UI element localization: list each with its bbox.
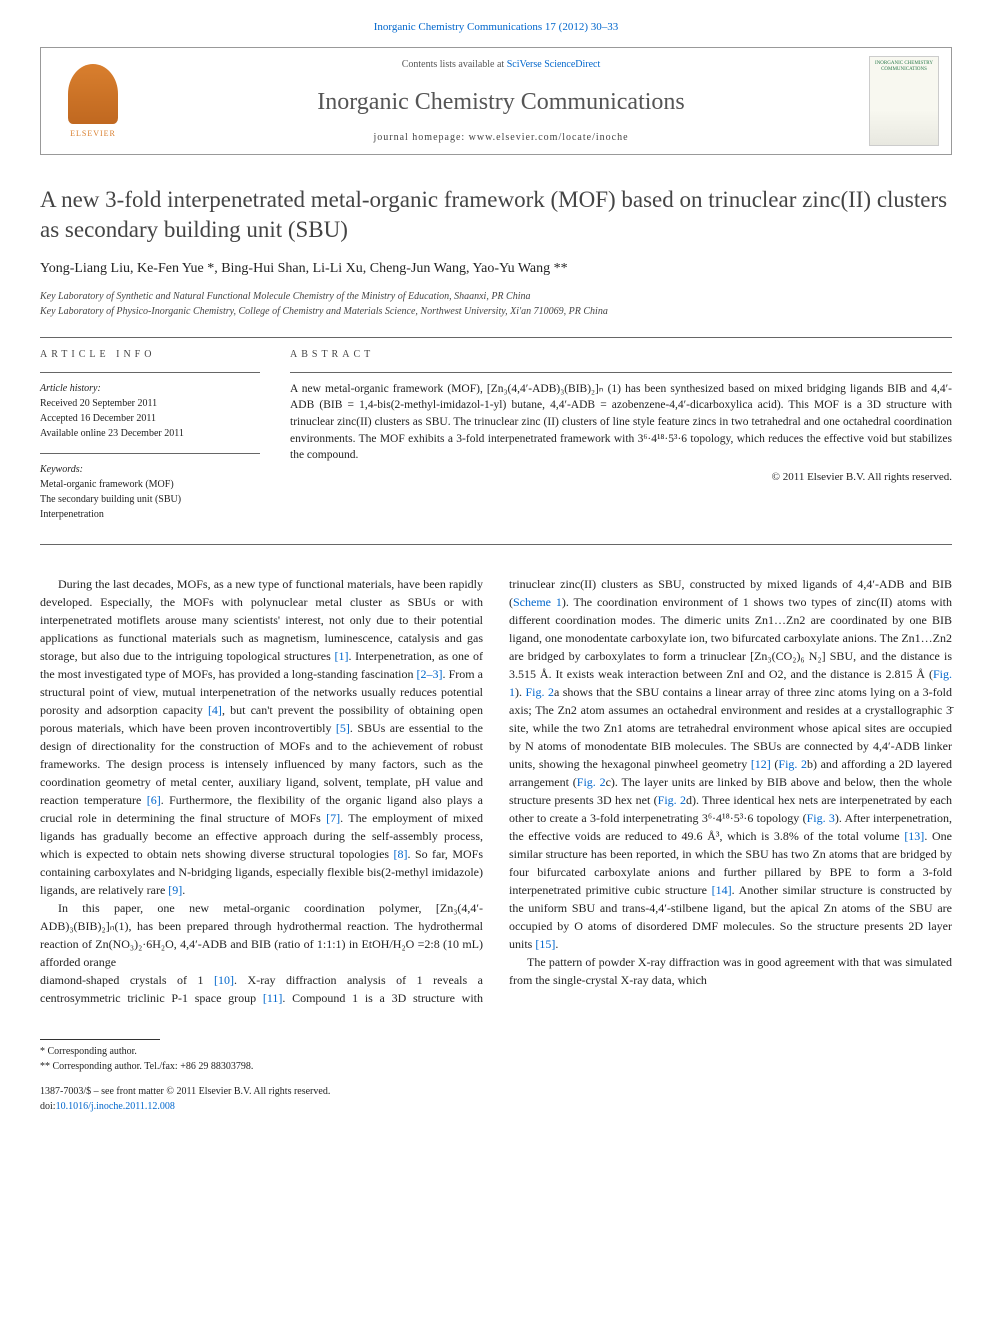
footer-rule <box>40 1039 160 1040</box>
abstract-label: abstract <box>290 348 952 362</box>
elsevier-label: ELSEVIER <box>70 128 116 139</box>
fig-link[interactable]: Fig. 2 <box>778 757 807 771</box>
keyword-1: Metal-organic framework (MOF) <box>40 477 260 492</box>
keyword-2: The secondary building unit (SBU) <box>40 492 260 507</box>
header-center: Contents lists available at SciVerse Sci… <box>133 58 869 146</box>
authors: Yong-Liang Liu, Ke-Fen Yue *, Bing-Hui S… <box>40 259 952 279</box>
abstract-text: A new metal-organic framework (MOF), [Zn… <box>290 381 952 464</box>
online-date: Available online 23 December 2011 <box>40 426 260 441</box>
affiliation-1: Key Laboratory of Synthetic and Natural … <box>40 289 952 304</box>
ref-link[interactable]: [8] <box>394 847 408 861</box>
body-span: diamond-shaped crystals of 1 <box>40 973 214 987</box>
ref-link[interactable]: [6] <box>147 793 161 807</box>
body-p2: In this paper, one new metal-organic coo… <box>40 899 483 971</box>
elsevier-logo[interactable]: ELSEVIER <box>53 56 133 146</box>
ref-link[interactable]: [13] <box>904 829 924 843</box>
article-history: Article history: Received 20 September 2… <box>40 381 260 441</box>
contents-line: Contents lists available at SciVerse Sci… <box>133 58 869 72</box>
journal-name: Inorganic Chemistry Communications <box>133 86 869 120</box>
affiliations: Key Laboratory of Synthetic and Natural … <box>40 289 952 319</box>
doi-link[interactable]: 10.1016/j.inoche.2011.12.008 <box>56 1101 175 1112</box>
keywords-block: Keywords: Metal-organic framework (MOF) … <box>40 462 260 522</box>
keywords-label: Keywords: <box>40 462 260 477</box>
body-span: ). <box>515 685 525 699</box>
ref-link[interactable]: [4] <box>208 703 222 717</box>
copyright: © 2011 Elsevier B.V. All rights reserved… <box>290 470 952 485</box>
divider <box>40 544 952 545</box>
contents-prefix: Contents lists available at <box>402 59 507 70</box>
article-info-label: article info <box>40 348 260 362</box>
fig-link[interactable]: Fig. 2 <box>525 685 553 699</box>
body-text: During the last decades, MOFs, as a new … <box>40 575 952 1007</box>
journal-citation[interactable]: Inorganic Chemistry Communications 17 (2… <box>40 20 952 35</box>
ref-link[interactable]: [11] <box>263 991 283 1005</box>
sciencedirect-link[interactable]: SciVerse ScienceDirect <box>507 59 601 70</box>
issn-line: 1387-7003/$ – see front matter © 2011 El… <box>40 1084 952 1099</box>
abstract-divider <box>290 372 952 373</box>
authors-text: Yong-Liang Liu, Ke-Fen Yue *, Bing-Hui S… <box>40 261 568 276</box>
ref-link[interactable]: [14] <box>712 883 732 897</box>
body-span: . <box>555 937 558 951</box>
received-date: Received 20 September 2011 <box>40 396 260 411</box>
ref-link[interactable]: [2–3] <box>417 667 443 681</box>
body-p1: During the last decades, MOFs, as a new … <box>40 575 483 899</box>
body-span: ). The coordination environment of 1 sho… <box>509 595 952 681</box>
ref-link[interactable]: [7] <box>326 811 340 825</box>
divider <box>40 337 952 338</box>
info-divider <box>40 453 260 454</box>
info-divider <box>40 372 260 373</box>
journal-cover-thumb[interactable]: INORGANIC CHEMISTRY COMMUNICATIONS <box>869 56 939 146</box>
affiliation-2: Key Laboratory of Physico-Inorganic Chem… <box>40 304 952 319</box>
fig-link[interactable]: Fig. 3 <box>807 811 835 825</box>
footer: * Corresponding author. ** Corresponding… <box>40 1031 952 1114</box>
doi-line: doi:10.1016/j.inoche.2011.12.008 <box>40 1099 952 1114</box>
doi-label: doi: <box>40 1101 56 1112</box>
ref-link[interactable]: [5] <box>336 721 350 735</box>
ref-link[interactable]: [9] <box>168 883 182 897</box>
scheme-link[interactable]: Scheme 1 <box>513 595 562 609</box>
history-label: Article history: <box>40 381 260 396</box>
info-abstract-row: article info Article history: Received 2… <box>40 348 952 534</box>
journal-header: ELSEVIER Contents lists available at Sci… <box>40 47 952 155</box>
elsevier-tree-icon <box>68 64 118 124</box>
body-p4: The pattern of powder X-ray diffraction … <box>509 953 952 989</box>
corresponding-2: ** Corresponding author. Tel./fax: +86 2… <box>40 1059 952 1074</box>
ref-link[interactable]: [15] <box>535 937 555 951</box>
cover-thumb-title: INORGANIC CHEMISTRY COMMUNICATIONS <box>874 61 934 72</box>
fig-link[interactable]: Fig. 2 <box>577 775 606 789</box>
fig-link[interactable]: Fig. 2 <box>658 793 686 807</box>
ref-link[interactable]: [10] <box>214 973 234 987</box>
journal-homepage[interactable]: journal homepage: www.elsevier.com/locat… <box>133 131 869 145</box>
article-info-col: article info Article history: Received 2… <box>40 348 260 534</box>
ref-link[interactable]: [12] <box>751 757 771 771</box>
keyword-3: Interpenetration <box>40 507 260 522</box>
abstract-col: abstract A new metal-organic framework (… <box>290 348 952 534</box>
ref-link[interactable]: [1] <box>334 649 348 663</box>
accepted-date: Accepted 16 December 2011 <box>40 411 260 426</box>
corresponding-1: * Corresponding author. <box>40 1044 952 1059</box>
article-title: A new 3-fold interpenetrated metal-organ… <box>40 185 952 245</box>
body-span: . <box>182 883 185 897</box>
